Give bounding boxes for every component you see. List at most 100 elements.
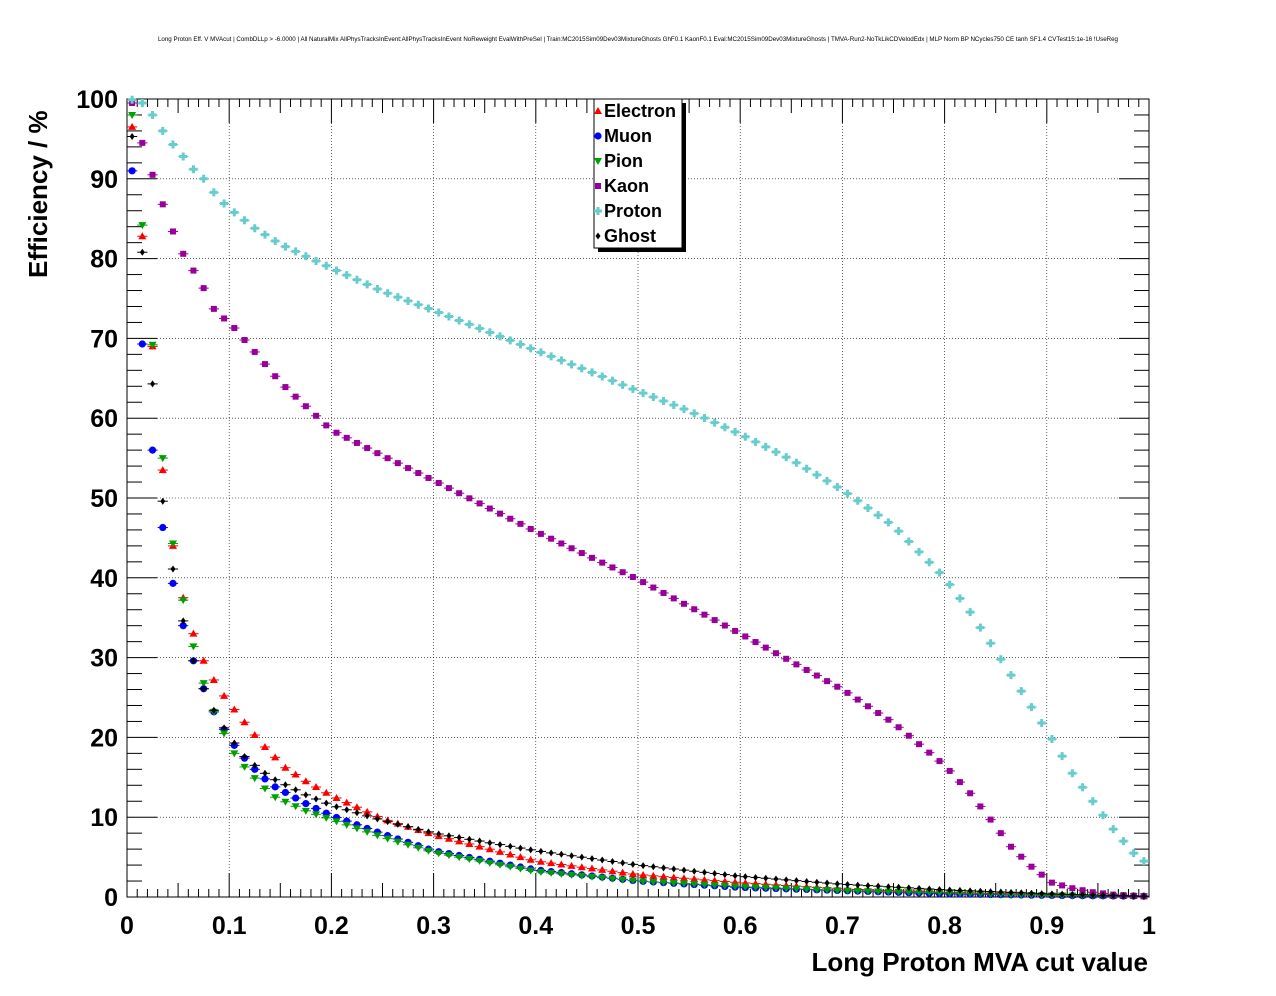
data-point-ghost	[701, 868, 707, 876]
data-point-proton	[322, 261, 331, 270]
data-point-kaon	[364, 445, 371, 452]
data-point-kaon	[640, 579, 647, 586]
data-point-ghost	[763, 874, 769, 882]
data-point-proton	[342, 271, 351, 280]
data-point-pion	[260, 785, 269, 793]
data-point-ghost	[139, 248, 145, 256]
data-point-electron	[199, 656, 208, 664]
data-point-ghost	[1120, 892, 1126, 900]
data-point-electron	[189, 629, 198, 637]
data-point-proton	[833, 482, 842, 491]
data-point-kaon	[149, 171, 156, 178]
y-tick-label: 80	[90, 246, 118, 274]
data-point-proton	[291, 247, 300, 256]
legend-label-pion: Pion	[604, 151, 643, 171]
data-point-pion	[168, 540, 177, 548]
data-point-ghost	[150, 380, 156, 388]
data-point-electron	[516, 853, 525, 861]
data-point-electron	[496, 847, 505, 855]
data-point-pion	[823, 887, 832, 895]
data-point-kaon	[323, 422, 330, 429]
data-point-pion	[363, 828, 372, 836]
data-point-muon	[169, 579, 177, 587]
data-point-ghost	[507, 842, 513, 850]
data-point-proton	[1129, 849, 1138, 858]
data-point-electron	[659, 872, 668, 880]
data-point-proton	[1027, 703, 1036, 712]
data-point-proton	[1078, 783, 1087, 792]
data-point-ghost	[262, 769, 268, 777]
data-point-pion	[128, 111, 137, 119]
data-point-ghost	[988, 888, 994, 896]
data-point-kaon	[486, 505, 493, 512]
data-point-proton	[853, 496, 862, 505]
data-point-ghost	[456, 834, 462, 842]
data-point-electron	[506, 850, 515, 858]
data-point-kaon	[936, 758, 943, 765]
data-point-kaon	[221, 315, 228, 322]
data-point-ghost	[170, 565, 176, 573]
data-point-pion	[393, 838, 402, 846]
data-point-pion	[945, 890, 954, 898]
data-point-proton	[1088, 797, 1097, 806]
data-point-proton	[547, 352, 556, 361]
data-point-ghost	[466, 835, 472, 843]
data-point-kaon	[497, 510, 504, 517]
data-point-ghost	[936, 886, 942, 894]
data-point-proton	[1109, 825, 1118, 834]
data-point-proton	[710, 418, 719, 427]
data-point-proton	[352, 275, 361, 284]
data-point-pion	[588, 873, 597, 881]
data-point-ghost	[201, 685, 207, 693]
data-point-kaon	[803, 666, 810, 673]
data-point-ghost	[732, 872, 738, 880]
data-point-proton	[526, 344, 535, 353]
data-point-pion	[874, 888, 883, 896]
data-point-proton	[179, 152, 188, 161]
data-point-proton	[598, 372, 607, 381]
data-point-electron	[209, 675, 218, 683]
data-point-electron	[465, 839, 474, 847]
data-point-kaon	[200, 285, 207, 292]
data-point-muon	[138, 340, 146, 348]
data-point-proton	[536, 348, 545, 357]
data-point-electron	[260, 742, 269, 750]
data-point-electron	[271, 753, 280, 761]
data-point-muon	[251, 765, 259, 773]
data-point-kaon	[905, 732, 912, 739]
data-point-ghost	[722, 871, 728, 879]
data-point-proton	[485, 328, 494, 337]
series-proton	[127, 95, 1149, 866]
data-point-pion	[720, 882, 729, 890]
data-point-pion	[526, 867, 535, 875]
data-point-proton	[935, 568, 944, 577]
data-point-muon	[281, 788, 290, 797]
legend-marker-electron	[594, 107, 602, 114]
data-point-kaon	[343, 434, 350, 441]
y-axis-title: Efficiency / %	[23, 110, 53, 278]
data-point-kaon	[1069, 885, 1076, 892]
data-point-muon	[128, 167, 136, 175]
data-point-proton	[404, 296, 413, 305]
data-point-pion	[414, 844, 423, 852]
data-point-kaon	[691, 606, 698, 613]
data-point-proton	[567, 360, 576, 369]
data-point-kaon	[660, 589, 667, 596]
data-point-ghost	[804, 877, 810, 885]
data-point-proton	[874, 511, 883, 520]
data-point-proton	[863, 503, 872, 512]
data-point-ghost	[405, 823, 411, 831]
data-point-proton	[823, 476, 832, 485]
x-tick-label: 0.9	[1029, 912, 1064, 940]
data-point-pion	[444, 852, 453, 860]
data-point-pion	[669, 879, 678, 887]
data-point-pion	[925, 889, 934, 897]
data-point-kaon	[997, 830, 1004, 837]
data-point-pion	[291, 803, 300, 811]
data-point-electron	[567, 861, 576, 869]
data-point-electron	[475, 842, 484, 850]
data-point-kaon	[558, 540, 565, 547]
data-point-ghost	[681, 866, 687, 874]
data-point-electron	[720, 877, 729, 885]
data-point-kaon	[946, 767, 953, 774]
